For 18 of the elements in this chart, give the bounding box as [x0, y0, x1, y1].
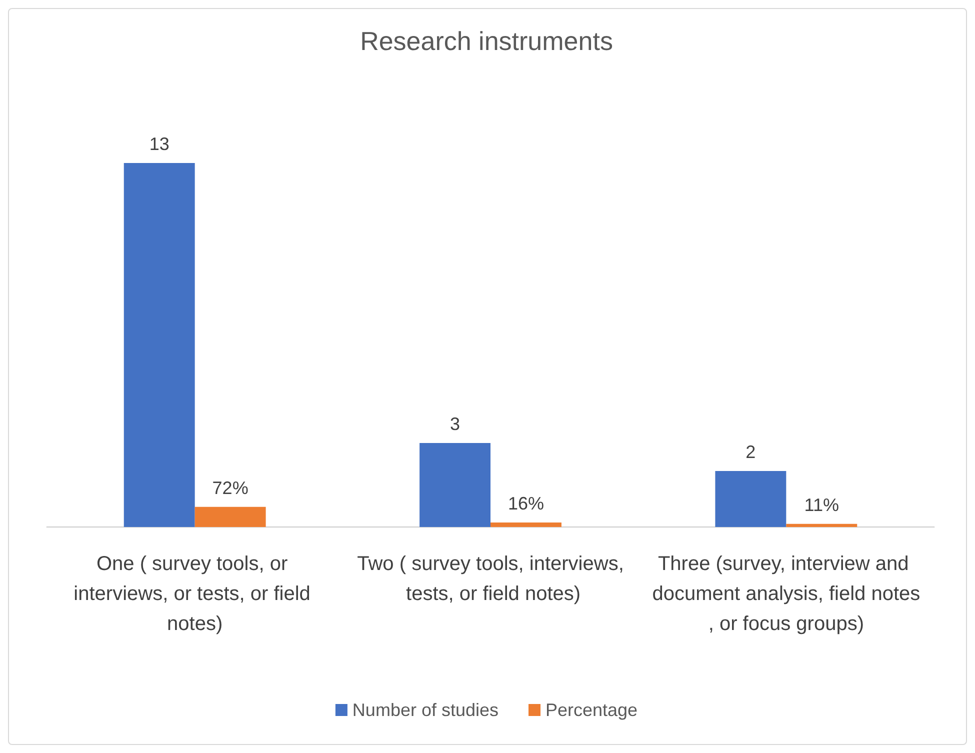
data-label: 11% [804, 494, 839, 515]
bar [124, 163, 195, 527]
chart-title: Research instruments [360, 26, 613, 56]
data-label: 3 [450, 414, 460, 434]
legend-label: Number of studies [352, 700, 499, 720]
x-tick-label: One ( survey tools, or interviews, or tests, or field notes) [74, 553, 316, 635]
legend-label: Percentage [546, 700, 638, 720]
data-label: 2 [746, 442, 756, 462]
bar [194, 506, 266, 527]
data-label: 72% [212, 478, 248, 498]
bar [715, 471, 786, 527]
data-label: 13 [149, 134, 170, 154]
bar [490, 522, 562, 527]
bar [786, 524, 858, 527]
x-tick-label: Three (survey, interview and document analysis, field notes, or focus groups) [652, 553, 920, 635]
x-tick-label: Two ( survey tools, interviews, tests, or field notes) [357, 553, 624, 605]
bar [420, 443, 490, 527]
data-label: 16% [508, 494, 544, 514]
